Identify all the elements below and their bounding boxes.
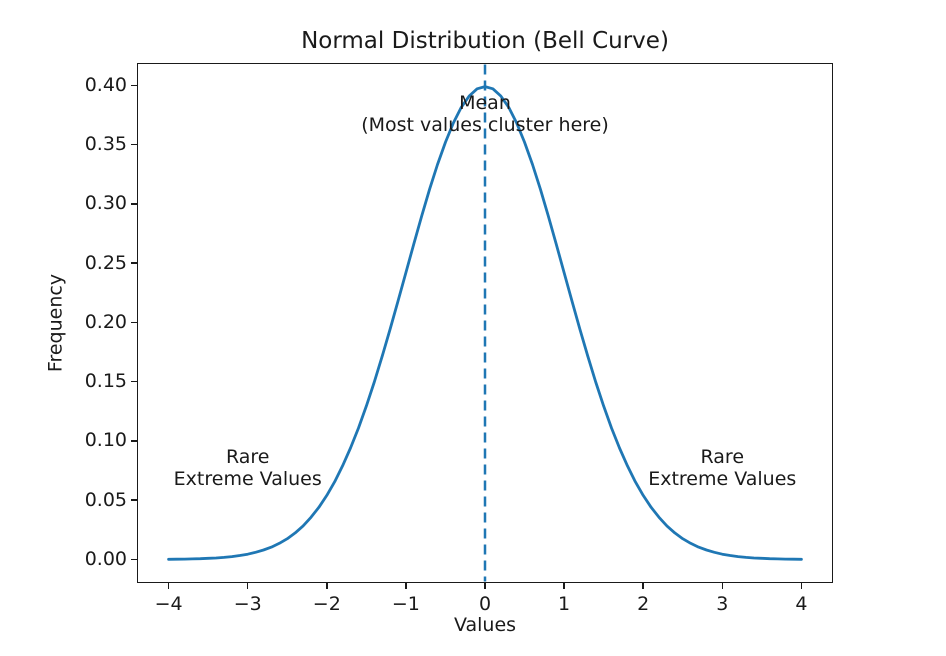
y-tick-mark: [131, 380, 137, 383]
x-tick-mark: [563, 583, 565, 589]
y-tick-label: 0.25: [84, 251, 127, 274]
y-tick-label: 0.35: [84, 133, 127, 156]
x-tick-mark: [246, 583, 249, 589]
annotation-rare-left-line2: Extreme Values: [173, 468, 322, 491]
y-tick-mark: [131, 440, 137, 442]
y-tick-mark: [131, 143, 137, 146]
y-tick-label: 0.30: [84, 192, 127, 215]
chart-title: Normal Distribution (Bell Curve): [301, 28, 669, 54]
y-tick-mark: [131, 84, 137, 87]
annotation-rare-right-line1: Rare: [700, 446, 745, 469]
y-tick-mark: [131, 499, 137, 501]
y-tick-mark: [131, 558, 137, 561]
y-tick-mark: [131, 262, 137, 264]
y-tick-label: 0.20: [84, 310, 127, 333]
annotation-mean: Mean (Most values cluster here): [361, 92, 609, 136]
x-tick-mark: [167, 583, 170, 589]
annotation-mean-line1: Mean: [459, 91, 511, 114]
y-tick-label: 0.00: [84, 547, 127, 570]
x-tick-label: −2: [312, 593, 341, 615]
x-tick-mark: [721, 583, 724, 589]
x-tick-mark: [405, 583, 407, 589]
x-tick-mark: [484, 583, 486, 589]
x-tick-label: −3: [233, 593, 262, 615]
x-tick-label: 1: [558, 593, 571, 615]
y-tick-label: 0.40: [84, 73, 127, 96]
x-tick-mark: [800, 583, 803, 589]
annotation-rare-right: Rare Extreme Values: [648, 446, 796, 490]
x-tick-label: −1: [391, 593, 420, 615]
y-tick-mark: [131, 321, 137, 324]
x-tick-mark: [642, 583, 644, 589]
y-tick-label: 0.10: [84, 429, 127, 452]
x-tick-mark: [326, 583, 328, 589]
x-axis-label: Values: [453, 614, 517, 636]
x-tick-label: 2: [637, 593, 650, 615]
y-tick-mark: [131, 203, 137, 205]
x-tick-label: −4: [154, 593, 183, 615]
annotation-rare-left: Rare Extreme Values: [174, 446, 322, 490]
x-tick-label: 3: [716, 593, 729, 615]
y-tick-label: 0.15: [84, 370, 127, 393]
plot-area: [137, 63, 833, 583]
x-tick-label: 4: [795, 593, 808, 615]
annotation-rare-right-line2: Extreme Values: [648, 468, 797, 491]
y-tick-label: 0.05: [84, 488, 127, 511]
x-tick-label: 0: [478, 593, 492, 615]
annotation-mean-line2: (Most values cluster here): [361, 113, 609, 136]
annotation-rare-left-line1: Rare: [225, 446, 270, 469]
